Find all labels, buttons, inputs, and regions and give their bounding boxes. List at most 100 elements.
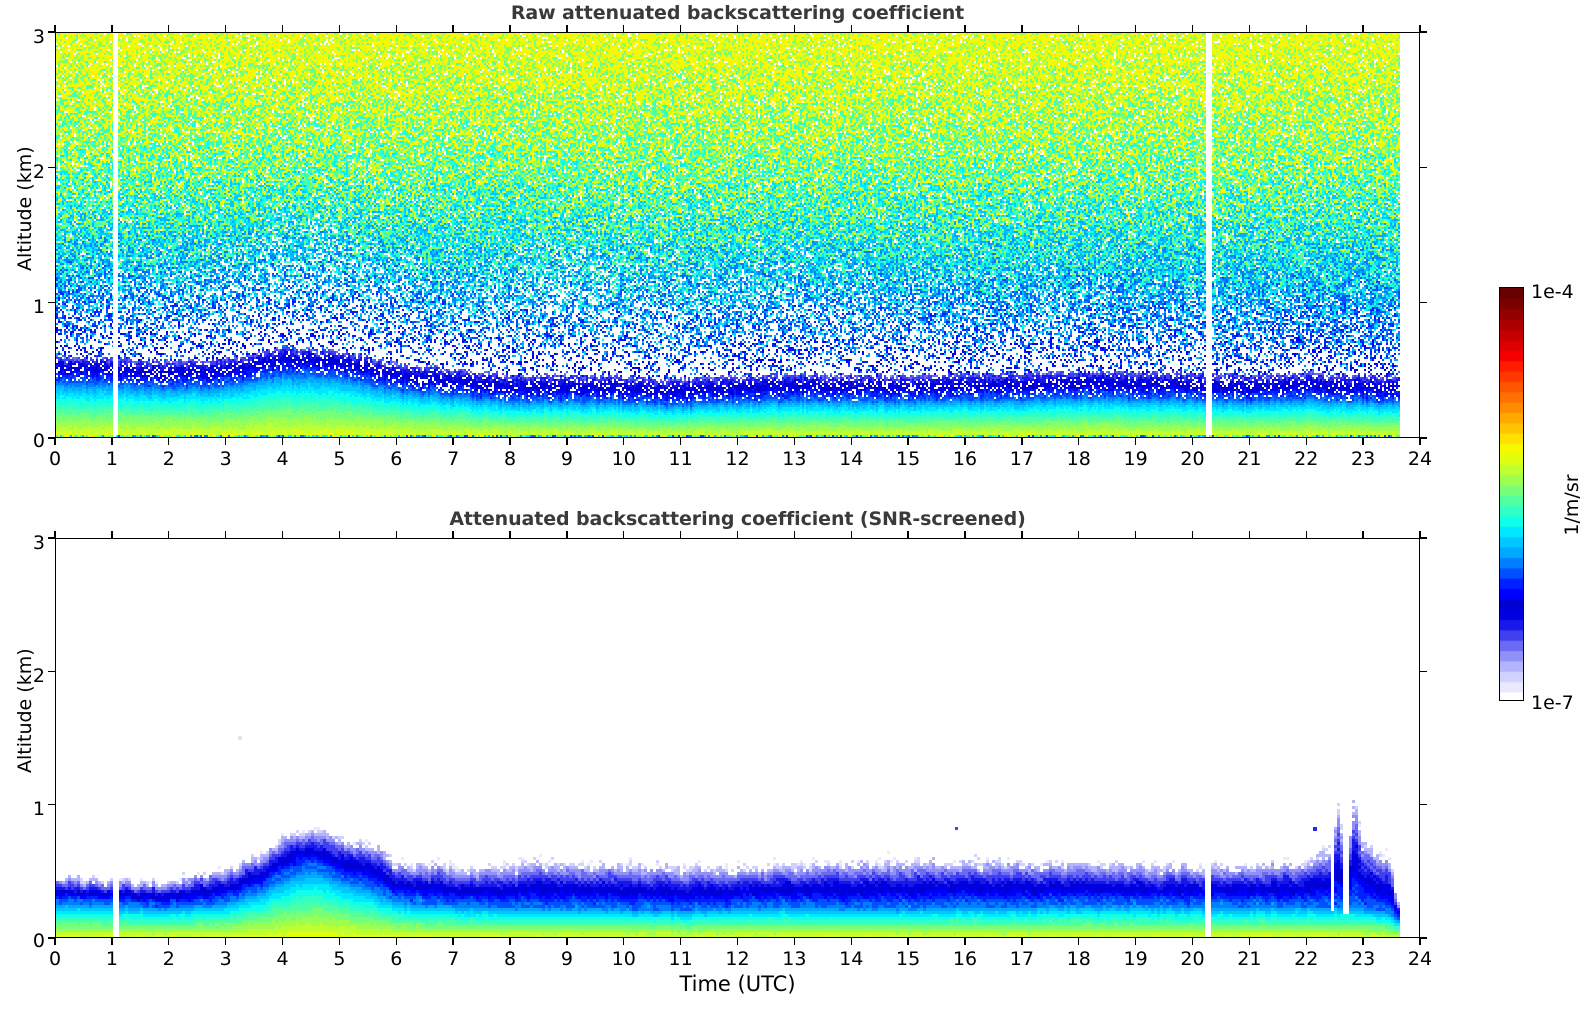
heatmap-raw — [56, 33, 1419, 437]
xtick-mark-top-raw-11 — [679, 25, 682, 32]
xtick-mark-top-raw-4 — [281, 25, 284, 32]
xtick-mark-screened-10 — [623, 938, 625, 945]
ytick-raw-2: 2 — [32, 161, 45, 183]
colorbar-canvas — [1500, 288, 1523, 700]
xtick-mark-top-screened-10 — [623, 531, 625, 538]
ytick-mark-right-raw-2 — [1420, 166, 1427, 169]
xtick-mark-raw-8 — [509, 438, 511, 445]
xtick-label-raw-1: 1 — [105, 448, 118, 470]
ytick-raw-0: 0 — [32, 430, 45, 452]
xtick-label-screened-10: 10 — [611, 948, 636, 970]
xtick-label-screened-3: 3 — [219, 948, 232, 970]
xtick-mark-screened-2 — [168, 938, 170, 945]
xtick-mark-top-raw-5 — [338, 25, 341, 32]
xtick-mark-top-raw-19 — [1134, 25, 1137, 32]
xtick-mark-top-screened-11 — [679, 531, 682, 538]
xtick-mark-top-screened-0 — [54, 531, 56, 538]
xtick-mark-screened-5 — [338, 938, 341, 945]
ytick-raw-1: 1 — [32, 296, 45, 318]
xtick-label-raw-15: 15 — [896, 448, 921, 470]
xtick-mark-raw-13 — [793, 438, 796, 445]
xtick-mark-top-raw-9 — [566, 25, 568, 32]
xtick-label-screened-14: 14 — [839, 948, 864, 970]
xtick-mark-raw-24 — [1419, 438, 1421, 445]
xtick-mark-top-screened-4 — [281, 531, 284, 538]
xtick-mark-raw-0 — [54, 438, 56, 445]
colorbar-tick-min: 1e-7 — [1531, 692, 1574, 714]
xtick-mark-raw-16 — [964, 438, 966, 445]
xtick-label-raw-2: 2 — [162, 448, 175, 470]
xtick-mark-top-screened-7 — [452, 531, 454, 538]
xtick-mark-top-raw-13 — [793, 25, 796, 32]
xtick-label-screened-13: 13 — [782, 948, 807, 970]
xtick-mark-screened-16 — [964, 938, 966, 945]
ytick-mark-screened-3 — [48, 537, 55, 539]
xtick-label-screened-24: 24 — [1407, 948, 1433, 970]
plot-area-screened — [55, 538, 1420, 938]
xtick-mark-top-raw-2 — [168, 25, 170, 32]
xtick-mark-top-screened-3 — [224, 531, 227, 538]
xtick-label-raw-13: 13 — [782, 448, 807, 470]
xtick-label-raw-4: 4 — [276, 448, 289, 470]
xtick-label-screened-17: 17 — [1009, 948, 1034, 970]
xtick-mark-screened-15 — [907, 938, 909, 945]
xtick-label-raw-17: 17 — [1009, 448, 1034, 470]
xtick-mark-screened-13 — [793, 938, 796, 945]
ytick-scr-3: 3 — [32, 532, 45, 554]
xtick-mark-top-raw-22 — [1305, 25, 1307, 32]
colorbar-tick-max: 1e-4 — [1531, 281, 1574, 303]
xtick-mark-top-raw-24 — [1419, 25, 1421, 32]
xtick-mark-raw-10 — [623, 438, 625, 445]
xtick-mark-raw-11 — [679, 438, 682, 445]
xtick-label-raw-19: 19 — [1123, 448, 1148, 470]
ytick-mark-right-raw-0 — [1420, 437, 1427, 439]
xtick-label-screened-7: 7 — [447, 948, 460, 970]
xtick-mark-top-screened-24 — [1419, 531, 1421, 538]
xtick-mark-raw-5 — [338, 438, 341, 445]
xtick-mark-raw-1 — [111, 438, 113, 445]
xtick-mark-top-raw-21 — [1248, 25, 1251, 32]
xtick-mark-top-screened-22 — [1305, 531, 1307, 538]
xtick-label-raw-21: 21 — [1237, 448, 1262, 470]
xtick-mark-top-raw-1 — [111, 25, 113, 32]
xtick-label-screened-4: 4 — [276, 948, 289, 970]
xtick-mark-screened-17 — [1021, 938, 1023, 945]
ytick-mark-right-raw-3 — [1420, 31, 1427, 33]
colorbar-gradient — [1499, 287, 1524, 701]
xtick-label-raw-20: 20 — [1180, 448, 1205, 470]
xtick-label-screened-6: 6 — [390, 948, 403, 970]
xaxis-label-screened: Time (UTC) — [679, 972, 796, 996]
xtick-mark-raw-9 — [566, 438, 568, 445]
xtick-mark-top-screened-19 — [1134, 531, 1137, 538]
xtick-label-raw-3: 3 — [219, 448, 232, 470]
ytick-mark-raw-2 — [48, 166, 55, 169]
xtick-mark-top-raw-10 — [623, 25, 625, 32]
xtick-label-raw-23: 23 — [1351, 448, 1376, 470]
xtick-label-screened-21: 21 — [1237, 948, 1262, 970]
xtick-mark-top-raw-3 — [224, 25, 227, 32]
xtick-mark-screened-3 — [224, 938, 227, 945]
xtick-label-screened-20: 20 — [1180, 948, 1205, 970]
xtick-mark-raw-19 — [1134, 438, 1137, 445]
xtick-label-raw-9: 9 — [560, 448, 573, 470]
xtick-mark-screened-14 — [850, 938, 852, 945]
xtick-mark-screened-1 — [111, 938, 113, 945]
xtick-mark-raw-14 — [850, 438, 852, 445]
xtick-mark-top-raw-20 — [1191, 25, 1194, 32]
xtick-mark-top-raw-6 — [395, 25, 397, 32]
xtick-mark-screened-18 — [1078, 938, 1080, 945]
xtick-mark-screened-12 — [736, 938, 739, 945]
xtick-mark-raw-15 — [907, 438, 909, 445]
xtick-mark-top-screened-14 — [850, 531, 852, 538]
ytick-mark-screened-1 — [48, 803, 55, 806]
plot-area-raw — [55, 32, 1420, 438]
xtick-label-screened-11: 11 — [668, 948, 693, 970]
xtick-mark-raw-12 — [736, 438, 739, 445]
xtick-mark-top-screened-15 — [907, 531, 909, 538]
xtick-mark-top-screened-1 — [111, 531, 113, 538]
xtick-mark-raw-4 — [281, 438, 284, 445]
ytick-scr-1: 1 — [32, 798, 45, 820]
xtick-mark-top-screened-21 — [1248, 531, 1251, 538]
xtick-mark-top-raw-16 — [964, 25, 966, 32]
xtick-mark-top-screened-6 — [395, 531, 397, 538]
